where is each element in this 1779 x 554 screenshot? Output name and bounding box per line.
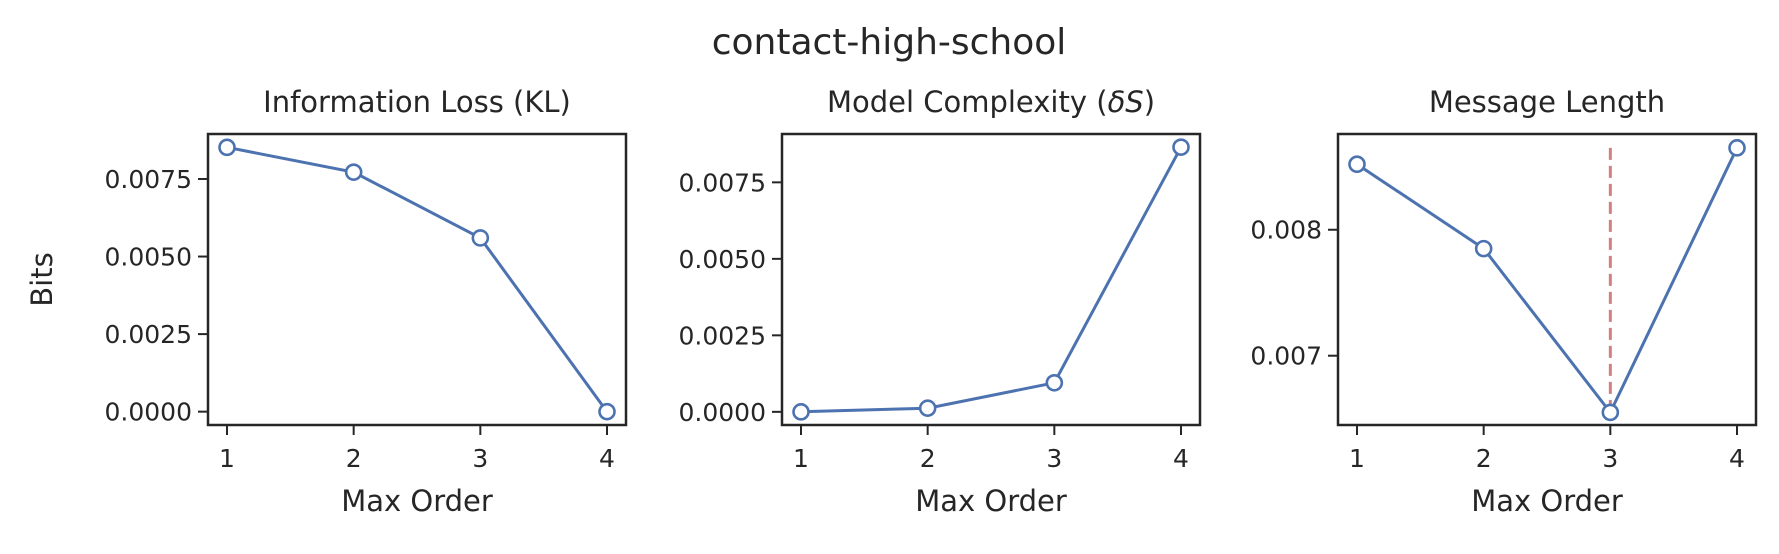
y-tick-label: 0.0050	[679, 245, 766, 274]
x-tick-label: 3	[1602, 444, 1618, 473]
panel-title-part: Model Complexity (	[827, 85, 1108, 119]
x-axis-label: Max Order	[1471, 484, 1623, 518]
y-tick-label: 0.0000	[105, 398, 192, 427]
x-tick-label: 1	[219, 444, 235, 473]
x-tick-label: 4	[1173, 444, 1189, 473]
y-tick-label: 0.0050	[105, 243, 192, 272]
x-tick-label: 2	[346, 444, 362, 473]
series-line	[1356, 147, 1739, 416]
data-point	[598, 402, 616, 421]
x-tick-label: 1	[1349, 444, 1365, 473]
data-point	[471, 229, 490, 247]
data-point	[792, 403, 810, 421]
series-line	[800, 146, 1183, 414]
data-point	[1172, 138, 1190, 156]
panels: Information Loss (KL) 0.0000 0.0025 0.0050 0…	[25, 85, 1758, 518]
panel-1: Information Loss (KL) 0.0000 0.0025 0.0050 0…	[25, 85, 628, 518]
data-point	[344, 163, 363, 181]
x-axis-label: Max Order	[341, 484, 493, 518]
panel-title: Message Length	[1429, 85, 1665, 119]
x-tick-label: 4	[1729, 444, 1745, 473]
axes-frame	[206, 132, 628, 427]
data-point	[1728, 139, 1746, 157]
x-tick-label: 3	[1046, 444, 1062, 473]
data-point	[1045, 373, 1064, 392]
series-line	[226, 145, 609, 413]
panel-2: Model Complexity (δS) 0.0000 0.0025 0.0050 0…	[679, 85, 1202, 518]
x-tick-label: 2	[1476, 444, 1492, 473]
axes-frame	[780, 132, 1202, 427]
data-point	[1601, 403, 1620, 422]
y-axis-label: Bits	[25, 252, 59, 306]
x-tick-label: 2	[920, 444, 936, 473]
panel-title-part: δS	[1108, 85, 1144, 119]
x-axis-label: Max Order	[915, 484, 1067, 518]
y-tick-label: 0.007	[1250, 342, 1322, 371]
y-tick-label: 0.0025	[679, 321, 766, 350]
x-tick-label: 4	[599, 444, 615, 473]
x-tick-label: 1	[793, 444, 809, 473]
figure-title: contact-high-school	[712, 22, 1067, 63]
data-point	[1348, 155, 1366, 174]
data-point	[218, 138, 236, 157]
panel-title-part: )	[1144, 85, 1155, 119]
y-tick-label: 0.0025	[105, 320, 192, 349]
panel-3: Message Length 0.007 0.008 1 2 3 4 Max Order	[1250, 85, 1758, 518]
panel-title: Information Loss (KL)	[263, 85, 571, 119]
panel-title: Model Complexity (δS)	[827, 85, 1155, 119]
axes-frame	[1336, 132, 1758, 427]
data-point	[918, 399, 937, 417]
y-tick-label: 0.0075	[679, 168, 766, 197]
y-tick-label: 0.008	[1250, 216, 1322, 245]
data-point	[1474, 239, 1493, 258]
x-tick-label: 3	[472, 444, 488, 473]
y-tick-label: 0.0000	[679, 398, 766, 427]
y-tick-label: 0.0075	[105, 165, 192, 194]
